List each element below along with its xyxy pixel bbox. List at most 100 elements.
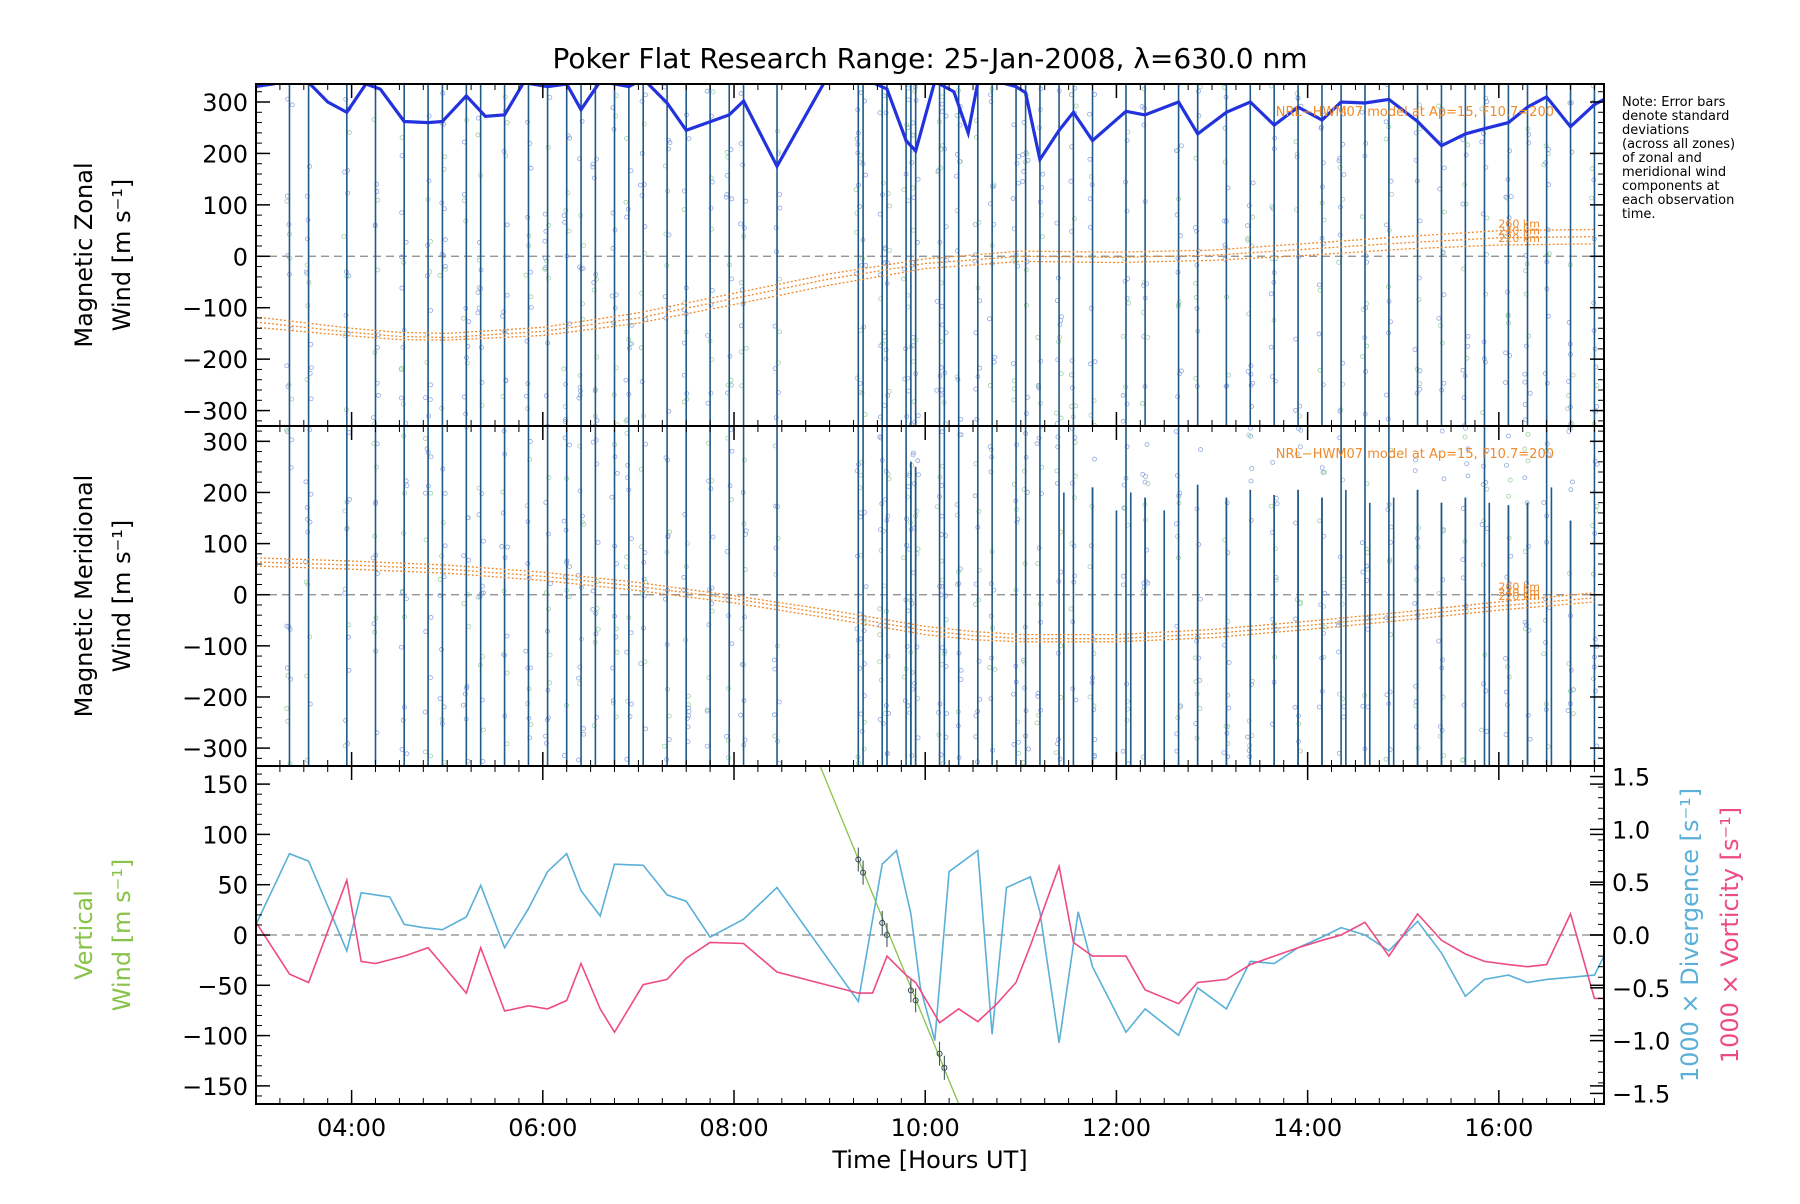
zone-point	[504, 292, 510, 298]
vertical-point	[941, 1064, 948, 1071]
zone-point	[1522, 379, 1528, 385]
zone-point	[505, 544, 510, 550]
zone-point	[729, 448, 735, 454]
zone-point	[1035, 335, 1041, 340]
zone-point	[777, 329, 783, 335]
zone-point	[773, 572, 779, 577]
zone-point	[686, 709, 692, 714]
zone-point	[1141, 122, 1147, 128]
zone-point	[939, 94, 945, 100]
y-tick-label: −100	[182, 295, 248, 323]
zone-point	[738, 221, 743, 227]
zone-point	[442, 154, 448, 160]
zone-point	[773, 545, 779, 551]
zone-point	[1525, 431, 1531, 437]
y2-axis-label-divergence: 1000 × Divergence [s⁻¹]	[1676, 788, 1704, 1082]
zone-point	[399, 285, 405, 291]
zone-point	[398, 644, 404, 650]
zone-point	[504, 670, 510, 676]
zone-point	[1124, 401, 1130, 407]
zone-point	[1441, 476, 1447, 482]
zone-point	[1293, 336, 1299, 342]
y2-tick-label: −1.5	[1612, 1080, 1670, 1108]
zone-point	[1316, 518, 1322, 524]
zone-point	[460, 702, 466, 708]
note-line: meridional wind	[1622, 165, 1726, 180]
zone-point	[561, 753, 567, 758]
zone-point	[1565, 406, 1570, 412]
zone-point	[958, 667, 964, 673]
zone-point	[481, 727, 486, 733]
zone-point	[400, 401, 406, 407]
panel-1-frame	[255, 83, 1605, 427]
zone-point	[1197, 84, 1203, 90]
zone-point	[1270, 460, 1276, 465]
y2-tick-label: −1.0	[1612, 1028, 1670, 1056]
zone-point	[1141, 86, 1147, 92]
zone-point	[462, 691, 468, 697]
zone-point	[546, 223, 551, 228]
zone-point	[1124, 295, 1130, 301]
zone-point	[1294, 154, 1300, 160]
x-tick-label: 12:00	[1082, 1114, 1151, 1142]
zone-point	[1196, 542, 1202, 547]
model-curve-220-km	[256, 565, 1595, 643]
zone-point	[523, 272, 529, 278]
zone-point	[1250, 214, 1256, 220]
zone-point	[1336, 259, 1341, 265]
zone-point	[504, 222, 510, 228]
zone-point	[623, 377, 629, 383]
zone-point	[1294, 597, 1300, 602]
x-axis-label: Time [Hours UT]	[831, 1146, 1027, 1174]
zone-point	[1194, 262, 1200, 268]
zone-point	[308, 341, 314, 347]
zone-point	[347, 130, 353, 135]
zone-point	[1040, 234, 1045, 240]
zone-point	[1120, 748, 1126, 754]
zone-point	[375, 197, 381, 203]
zone-point	[614, 422, 620, 426]
zonal-mean-line	[256, 84, 1604, 170]
zone-point	[915, 176, 921, 182]
zone-point	[773, 415, 779, 420]
zone-point	[609, 494, 615, 500]
y-tick-label: 0	[233, 243, 248, 271]
zone-point	[1436, 315, 1442, 321]
zone-point	[1124, 444, 1130, 450]
zone-point	[708, 205, 714, 211]
zone-point	[525, 701, 530, 707]
zone-point	[624, 135, 629, 141]
zone-point	[423, 629, 429, 634]
zone-point	[625, 462, 631, 468]
zone-point	[1179, 143, 1184, 149]
note-line: Note: Error bars	[1622, 95, 1726, 110]
y-tick-label: 300	[202, 89, 248, 117]
y-tick-label: −200	[182, 684, 248, 712]
zone-point	[1363, 253, 1369, 259]
zone-point	[1506, 581, 1512, 586]
zone-point	[1417, 386, 1423, 392]
zone-point	[1413, 457, 1418, 463]
zone-point	[708, 302, 714, 308]
zone-point	[1087, 694, 1093, 700]
zone-point	[729, 196, 735, 202]
zone-point	[1571, 687, 1576, 693]
zone-point	[1441, 380, 1447, 386]
zone-point	[428, 238, 433, 244]
zone-point	[1020, 179, 1026, 184]
zone-point	[882, 583, 887, 589]
zone-point	[1272, 378, 1278, 384]
zone-point	[1438, 323, 1443, 328]
zone-point	[880, 721, 886, 726]
zone-point	[1024, 267, 1029, 273]
zone-point	[1522, 446, 1528, 452]
zone-point	[1034, 720, 1040, 726]
zone-point	[974, 416, 980, 422]
zone-point	[1522, 549, 1528, 554]
model-curve-240-km	[256, 236, 1595, 339]
zone-point	[1022, 685, 1027, 691]
zone-point	[1503, 194, 1509, 200]
zone-point	[1120, 333, 1126, 339]
zone-point	[1268, 291, 1274, 297]
zone-point	[1436, 103, 1441, 109]
